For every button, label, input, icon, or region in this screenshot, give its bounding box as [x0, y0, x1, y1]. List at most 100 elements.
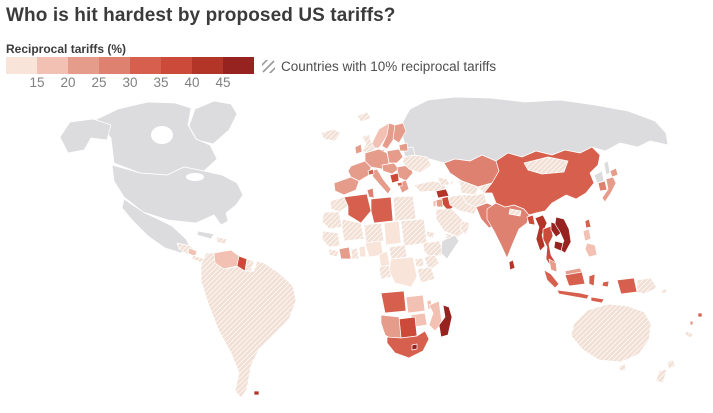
country-niger [363, 222, 385, 244]
country-european-union [392, 122, 407, 144]
sea-great-lakes [186, 173, 204, 181]
country-angola [380, 290, 407, 314]
country-european-union [397, 179, 410, 194]
legend-ticks: 15 20 25 30 35 40 45 [6, 75, 254, 91]
country-sierra-leone-liberia [328, 248, 340, 258]
country-nepal [508, 208, 522, 217]
country-ethiopia [422, 240, 446, 260]
country-madagascar [438, 304, 453, 338]
legend-swatch-5 [130, 57, 161, 74]
country-philippines [584, 242, 598, 258]
country-solomon-islands [660, 288, 668, 294]
country-russia [603, 160, 611, 176]
country-indonesia [590, 296, 605, 304]
country-iceland [320, 128, 342, 142]
country-hispaniola [215, 236, 228, 245]
country-indonesia [616, 277, 638, 295]
legend-color-scale [6, 57, 254, 74]
country-western-sahara-mauritania [321, 211, 343, 230]
legend-swatch-4 [99, 57, 130, 74]
country-cuba [196, 230, 215, 240]
legend-tick-45: 45 [215, 75, 231, 90]
country-papua-new-guinea [636, 277, 658, 295]
country-somalia [440, 234, 460, 260]
country-european-union [386, 148, 404, 164]
country-philippines [582, 228, 592, 242]
hatch-legend: Countries with 10% reciprocal tariffs [262, 58, 496, 75]
country-falkland-islands [253, 390, 260, 396]
country-chad [383, 220, 402, 246]
country-india [486, 202, 530, 259]
country-tanzania [416, 266, 436, 284]
country-switzerland [367, 168, 375, 176]
country-china [483, 146, 601, 216]
country-lesotho [411, 343, 418, 351]
country-south-korea [597, 180, 608, 192]
country-mozambique [428, 300, 443, 332]
country-zambia [405, 294, 426, 314]
country-mongolia [523, 156, 569, 175]
country-european-union [333, 176, 360, 196]
country-kenya [423, 254, 440, 272]
country-south-america [200, 252, 297, 399]
legend-tick-20: 20 [60, 75, 76, 90]
country-ghana [350, 247, 360, 260]
legend-tick-35: 35 [153, 75, 169, 90]
hatch-swatch-icon [262, 60, 275, 73]
legend-swatch-8 [223, 57, 254, 74]
country-morocco [329, 196, 349, 213]
country-european-union [398, 142, 409, 152]
country-new-zealand [655, 368, 668, 384]
legend-tick-30: 30 [122, 75, 138, 90]
country-suriname [244, 258, 255, 272]
country-cote-divoire [338, 246, 352, 260]
country-senegal-guinea [321, 230, 341, 248]
country-svalbard [356, 111, 372, 123]
country-eritrea-djibouti [425, 230, 436, 239]
country-indonesia [543, 269, 560, 289]
country-united-states [59, 118, 112, 154]
country-ukraine [402, 154, 432, 174]
country-tunisia [366, 187, 375, 199]
country-mali [341, 218, 365, 242]
country-new-caledonia [684, 330, 694, 339]
country-north-korea [593, 170, 605, 184]
country-botswana [398, 316, 418, 339]
country-indonesia [564, 271, 586, 287]
country-fiji [697, 312, 703, 318]
country-indonesia [601, 280, 610, 288]
country-european-union [354, 143, 363, 155]
legend-swatch-1 [6, 57, 37, 74]
country-gabon-congo [378, 264, 392, 280]
page-title: Who is hit hardest by proposed US tariff… [6, 5, 396, 26]
country-togo-benin [358, 245, 367, 258]
country-caucasus [436, 176, 451, 186]
country-vanuatu [689, 320, 694, 326]
country-north-macedonia [396, 181, 403, 187]
country-australia [570, 303, 652, 363]
country-malaysia [548, 258, 558, 273]
country-sudan [400, 218, 428, 247]
sea-black [416, 172, 440, 182]
country-oman-uae [459, 220, 471, 236]
country-dr-congo [388, 256, 418, 288]
legend-tick-15: 15 [29, 75, 45, 90]
country-jordan [435, 198, 444, 208]
country-vietnam [554, 216, 572, 254]
country-new-zealand [666, 358, 676, 370]
world-map [59, 96, 703, 399]
country-sri-lanka [508, 259, 516, 271]
hatch-legend-text: Countries with 10% reciprocal tariffs [281, 59, 497, 74]
country-south-africa [386, 330, 430, 359]
country-japan [601, 176, 617, 203]
country-myanmar [534, 214, 548, 252]
legend-tick-25: 25 [91, 75, 107, 90]
legend-label: Reciprocal tariffs (%) [6, 42, 127, 56]
country-central-african-republic [388, 244, 408, 260]
legend-swatch-2 [37, 57, 68, 74]
sea-caspian [451, 180, 461, 198]
legend-swatch-7 [192, 57, 223, 74]
country-serbia-bosnia [389, 172, 400, 184]
country-egypt [392, 195, 417, 222]
